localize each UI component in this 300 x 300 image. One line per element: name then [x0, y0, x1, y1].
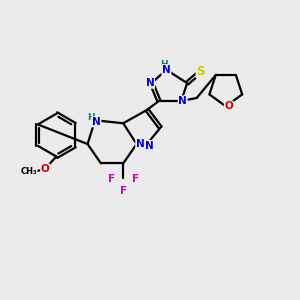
Text: F: F — [132, 174, 139, 184]
Text: CH₃: CH₃ — [20, 167, 37, 176]
Text: S: S — [196, 65, 205, 78]
Text: N: N — [145, 140, 154, 151]
Text: N: N — [178, 96, 187, 106]
Text: N: N — [162, 65, 171, 75]
Text: N: N — [92, 117, 101, 127]
Text: H: H — [160, 60, 168, 69]
Text: F: F — [120, 186, 127, 196]
Text: N: N — [146, 78, 154, 88]
Text: F: F — [108, 174, 115, 184]
Text: O: O — [224, 101, 233, 111]
Text: N: N — [136, 139, 145, 149]
Text: O: O — [41, 164, 50, 174]
Text: H: H — [87, 113, 94, 122]
